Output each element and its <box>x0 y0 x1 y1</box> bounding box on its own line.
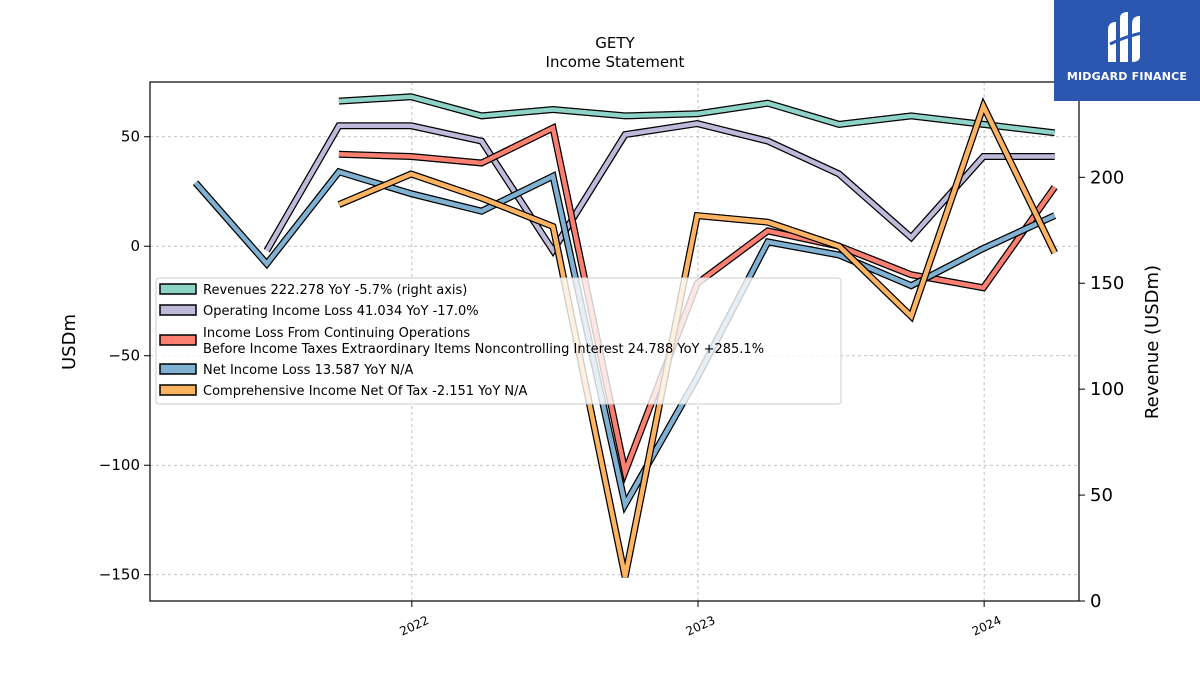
legend-swatch <box>159 304 197 316</box>
series-3 <box>192 167 1057 515</box>
chart-title: GETY <box>595 34 635 52</box>
series-line <box>264 121 1055 255</box>
legend: Revenues 222.278 YoY -5.7% (right axis) O… <box>155 277 842 405</box>
left-tick-label: −150 <box>99 566 140 584</box>
left-tick-label: 50 <box>121 128 140 146</box>
brand-logo: MIDGARD FINANCE <box>1054 0 1200 101</box>
brand-logo-text: MIDGARD FINANCE <box>1066 70 1188 83</box>
right-tick-label: 100 <box>1090 379 1124 400</box>
x-tick-label: 2023 <box>684 613 718 639</box>
left-axis-label: USDm <box>59 314 80 370</box>
chart-subtitle: Income Statement <box>546 53 685 71</box>
legend-entry-label: Operating Income Loss 41.034 YoY -17.0% <box>203 304 479 319</box>
plot-frame <box>149 81 1080 602</box>
legend-box <box>155 277 842 405</box>
brand-logo-icon <box>1108 12 1147 62</box>
right-tick-label: 50 <box>1090 485 1113 506</box>
x-tick-label: 2024 <box>970 613 1004 639</box>
series-lines <box>192 93 1058 578</box>
legend-swatch <box>159 384 197 396</box>
left-tick-label: −50 <box>108 347 140 365</box>
right-tick-label: 200 <box>1090 167 1124 188</box>
legend-entry-label: Revenues 222.278 YoY -5.7% (right axis) <box>203 283 467 298</box>
legend-swatch <box>159 363 197 375</box>
series-4 <box>337 96 1058 578</box>
right-tick-label: 0 <box>1090 591 1101 612</box>
series-1 <box>263 120 1055 258</box>
legend-entry-label: Income Loss From Continuing Operations Be… <box>203 326 764 357</box>
series-line <box>338 100 1057 578</box>
left-tick-label: −100 <box>99 456 140 474</box>
right-tick-label: 150 <box>1090 273 1124 294</box>
x-tick-label: 2022 <box>398 613 432 639</box>
series-line <box>338 94 1055 136</box>
legend-entry-line: Income Loss From Continuing Operations <box>203 326 470 341</box>
legend-swatch <box>159 283 197 295</box>
legend-entry-line: Before Income Taxes Extraordinary Items … <box>203 342 764 357</box>
legend-entry-label: Net Income Loss 13.587 YoY N/A <box>203 363 414 378</box>
series-line <box>193 169 1056 511</box>
legend-swatch <box>159 334 197 346</box>
series-0 <box>338 93 1056 137</box>
left-tick-label: 0 <box>130 237 140 255</box>
right-axis-label: Revenue (USDm) <box>1142 265 1163 419</box>
legend-entry-label: Comprehensive Income Net Of Tax -2.151 Y… <box>203 384 528 399</box>
